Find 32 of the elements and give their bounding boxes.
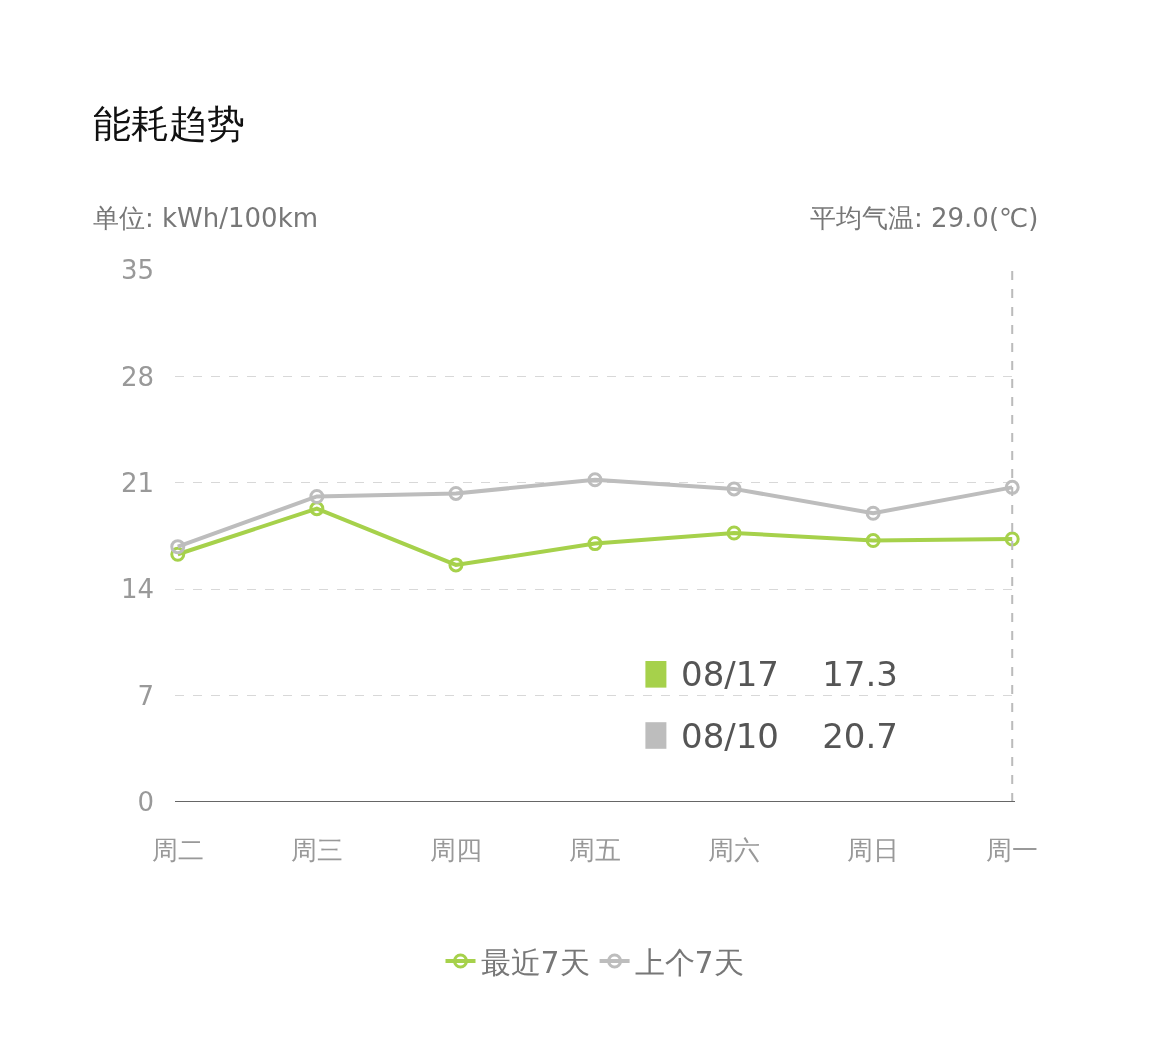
point (1004, 531, 1020, 547)
chart-title: 能耗趋势 (93, 102, 245, 146)
y-tick-label: 21 (120, 467, 154, 498)
point (309, 488, 325, 504)
point (170, 539, 186, 555)
legend-label: 最近7天 (480, 944, 590, 980)
legend-label: 上个7天 (634, 944, 744, 980)
point (726, 481, 742, 497)
x-tick-label: 周日 (847, 835, 900, 865)
y-tick-label: 35 (120, 255, 154, 286)
x-tick-label: 周六 (708, 835, 761, 865)
chart-subtitle: 单位: kWh/100km (93, 203, 319, 233)
x-tick-label: 周一 (986, 835, 1039, 865)
y-tick-label: 0 (137, 787, 154, 818)
x-tick-label: 周四 (429, 835, 482, 865)
point (448, 485, 464, 501)
y-tick-label: 28 (120, 361, 154, 392)
point (587, 472, 603, 488)
x-tick-label: 周五 (569, 835, 621, 865)
point (587, 536, 603, 552)
y-tick-label: 7 (137, 680, 154, 711)
text: 平均气温: 29.0(℃) (810, 203, 1039, 233)
annotation: 08/10 20.7 (681, 716, 898, 756)
x-tick-label: 周三 (290, 835, 343, 865)
point (726, 525, 742, 541)
point (1004, 479, 1020, 495)
point (865, 505, 881, 521)
annotation: 08/17 17.3 (681, 654, 898, 694)
y-tick-label: 14 (120, 574, 154, 605)
x-tick-label: 周二 (151, 835, 204, 865)
point (448, 557, 464, 573)
point (865, 533, 881, 549)
